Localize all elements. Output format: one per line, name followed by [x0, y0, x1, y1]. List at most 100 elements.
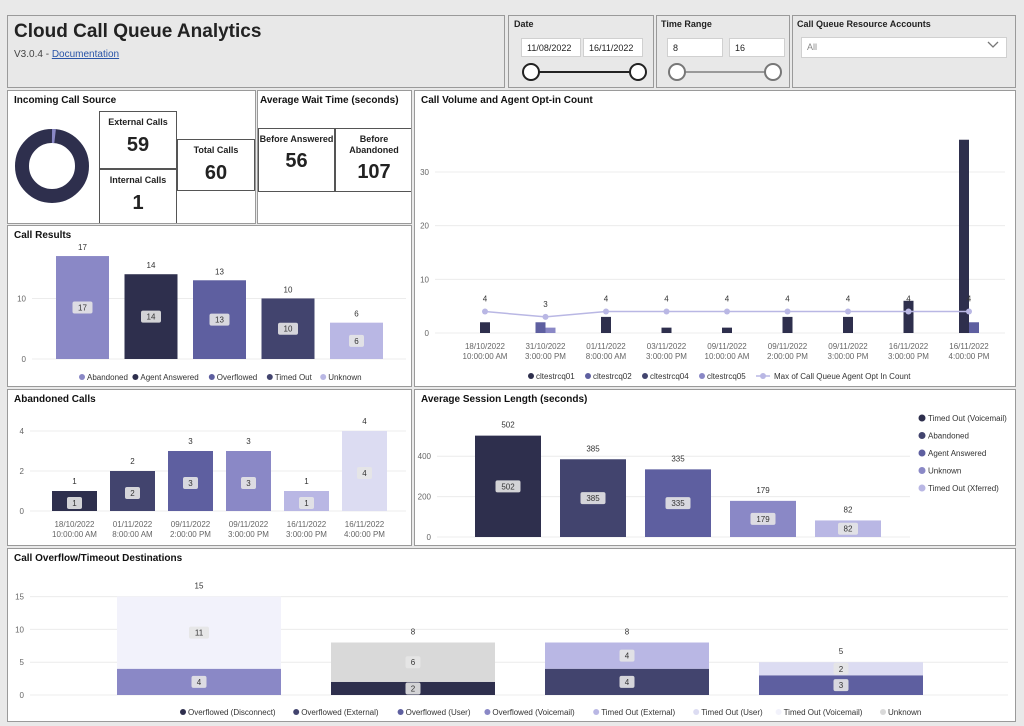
accounts-filter: Call Queue Resource Accounts All [792, 15, 1016, 88]
session-legend-dot [918, 449, 926, 457]
abandoned-data-label: 2 [130, 457, 135, 466]
abandoned-tag-bg [299, 497, 314, 509]
time-filter-label: Time Range [661, 19, 712, 29]
documentation-link[interactable]: Documentation [51, 49, 120, 60]
session-y-tick: 400 [418, 452, 432, 461]
volume-x-tick: 3:00:00 PM [646, 352, 687, 361]
overflow-legend-item: Unknown [888, 708, 921, 717]
abandoned-x-tick: 01/11/2022 [113, 520, 153, 529]
opt-in-data-label: 4 [725, 295, 730, 304]
overflow-legend-dot [775, 709, 782, 715]
session-y-tick: 200 [418, 493, 432, 502]
overflow-y-tick: 0 [20, 691, 25, 700]
date-slider-end-handle[interactable] [629, 63, 647, 81]
date-filter-label: Date [514, 19, 534, 29]
overflow-tag-bg [833, 679, 849, 692]
volume-x-tick: 4:00:00 PM [949, 352, 990, 361]
session-data-label: 179 [756, 486, 770, 495]
abandoned-calls-title: Abandoned Calls [14, 394, 96, 405]
date-end-input[interactable]: 16/11/2022 [583, 38, 643, 57]
wait-title: Average Wait Time (seconds) [260, 95, 399, 106]
abandoned-data-label: 1 [304, 477, 309, 486]
opt-in-point [845, 308, 851, 315]
time-slider-start-handle[interactable] [668, 63, 686, 81]
session-legend-item: Timed Out (Xferred) [928, 484, 999, 493]
session-inner-label: 335 [671, 499, 685, 508]
results-inner-label: 17 [78, 304, 87, 313]
opt-in-data-label: 4 [604, 295, 609, 304]
abandoned-data-label: 4 [362, 417, 367, 426]
volume-bar-cltestrcq02 [535, 322, 546, 333]
total-calls-label: Total Calls [193, 145, 239, 155]
results-y-tick: 0 [22, 355, 27, 364]
volume-bar-cltestrcq05 [545, 327, 556, 333]
session-tag-bg [495, 480, 521, 493]
results-legend-dot [320, 374, 327, 380]
date-start-input[interactable]: 11/08/2022 [521, 38, 581, 57]
overflow-legend-item: Timed Out (Voicemail) [784, 708, 863, 717]
abandoned-tag-bg [241, 477, 256, 489]
overflow-inner-label: 3 [839, 681, 844, 690]
abandoned-data-label: 3 [188, 437, 193, 446]
abandoned-x-tick: 16/11/2022 [345, 520, 385, 529]
date-slider-start-handle[interactable] [522, 63, 540, 81]
results-data-label: 14 [147, 261, 156, 270]
volume-bar-cltestrcq01 [601, 316, 611, 333]
results-tag-bg [278, 322, 298, 335]
internal-calls-value: 1 [132, 192, 144, 214]
abandoned-x-tick: 09/11/2022 [171, 520, 211, 529]
call-volume-title: Call Volume and Agent Opt-in Count [421, 95, 593, 106]
opt-in-data-label: 4 [846, 295, 851, 304]
before-abandoned-value: 107 [357, 161, 391, 183]
overflow-legend-dot [293, 709, 300, 715]
opt-in-data-label: 4 [906, 295, 911, 304]
date-slider-track [531, 71, 639, 73]
before-answered-card: Before Answered 56 [258, 128, 335, 192]
overflow-inner-label: 4 [625, 652, 630, 661]
opt-in-data-label: 4 [483, 295, 488, 304]
results-inner-label: 10 [284, 325, 293, 334]
before-answered-label: Before Answered [259, 134, 334, 144]
accounts-filter-label: Call Queue Resource Accounts [797, 19, 931, 29]
time-end-input[interactable]: 16 [729, 38, 785, 57]
time-start-input[interactable]: 8 [667, 38, 723, 57]
session-legend-dot [918, 467, 926, 474]
abandoned-y-tick: 0 [20, 507, 25, 516]
overflow-legend-item: Timed Out (User) [701, 708, 763, 717]
volume-legend-dot [699, 373, 705, 379]
volume-legend-item: cltestrcq04 [650, 372, 689, 381]
incoming-donut-chart [15, 129, 89, 203]
internal-calls-card: Internal Calls 1 [99, 169, 177, 223]
session-length-panel: Average Session Length (seconds) 0 200 400… [414, 389, 1016, 546]
results-data-label: 17 [78, 243, 87, 252]
overflow-legend-item: Overflowed (User) [406, 708, 471, 717]
volume-bar-cltestrcq01 [843, 316, 853, 333]
header-panel: Cloud Call Queue Analytics V3.0.4 - Docu… [7, 15, 505, 88]
overflow-total-label: 15 [195, 582, 204, 591]
accounts-dropdown[interactable]: All [801, 37, 1007, 58]
volume-bar-cltestrcq01 [782, 316, 793, 333]
volume-x-tick: 16/11/2022 [889, 342, 929, 351]
abandoned-inner-label: 2 [130, 489, 135, 498]
session-legend-item: Agent Answered [928, 449, 986, 458]
volume-bar-cltestrcq01 [480, 322, 490, 333]
results-legend-dot [208, 374, 215, 380]
results-legend-item: Abandoned [87, 373, 128, 382]
average-wait-time-panel: Average Wait Time (seconds) Before Answe… [257, 90, 412, 224]
overflow-tag-bg [833, 662, 849, 675]
session-legend-dot [918, 414, 926, 422]
overflow-legend-dot [593, 709, 600, 715]
abandoned-tag-bg [125, 487, 140, 499]
time-slider-end-handle[interactable] [764, 63, 782, 81]
time-filter: Time Range 8 16 [656, 15, 790, 88]
version-text: V3.0.4 - [14, 49, 52, 60]
overflow-tag-bg [191, 675, 207, 688]
results-tag-bg [209, 313, 230, 326]
volume-x-tick: 3:00:00 PM [525, 352, 566, 361]
results-data-label: 13 [215, 267, 224, 276]
abandoned-x-tick: 2:00:00 PM [170, 530, 211, 539]
overflow-tag-bg [619, 675, 635, 688]
abandoned-inner-label: 1 [72, 499, 77, 508]
volume-legend-dot [528, 373, 534, 379]
